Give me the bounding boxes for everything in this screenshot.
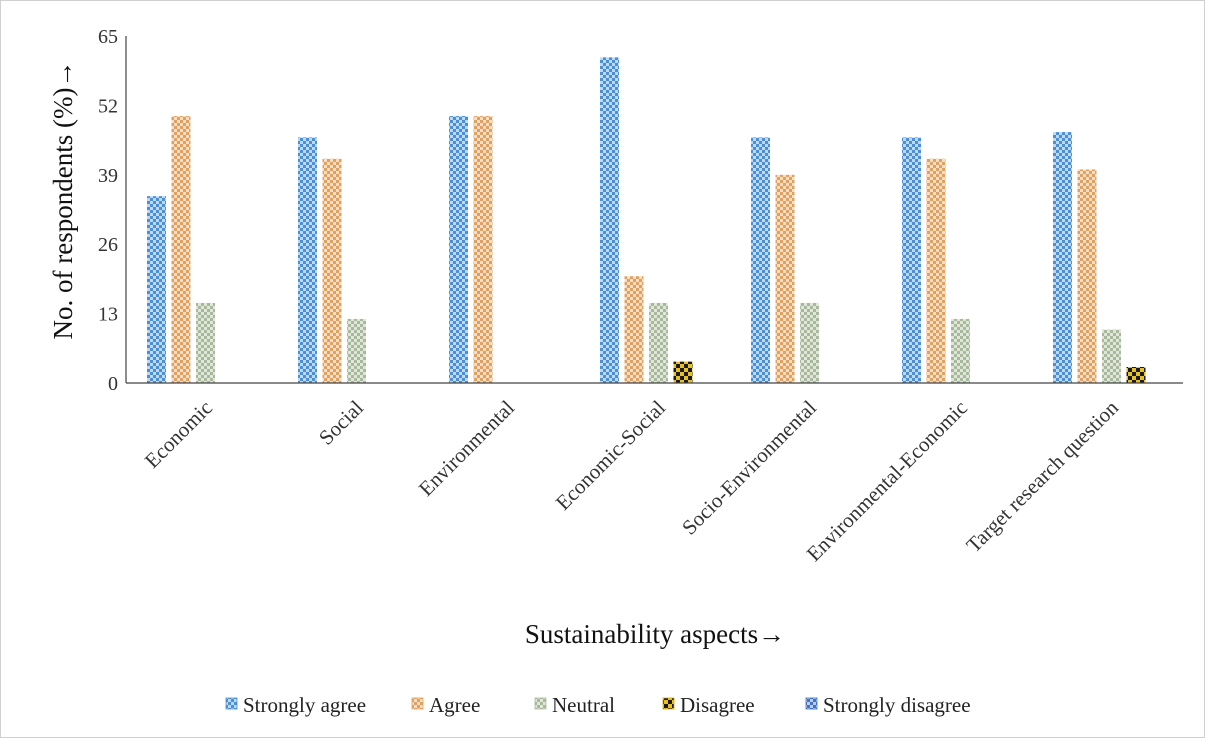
legend-item-strongly-disagree: Strongly disagree: [805, 693, 971, 717]
x-axis-tick-labels: Economic Social Environmental Economic-Soci…: [140, 395, 1124, 566]
bar-agree-environmental-economic: [926, 158, 946, 383]
legend-label-disagree: Disagree: [680, 693, 755, 717]
bar-agree-social: [322, 158, 342, 383]
x-tick-label-environmental-economic: Environmental-Economic: [802, 396, 972, 566]
bar-strongly-agree-environmental: [449, 116, 468, 384]
legend-swatch-disagree: [662, 697, 675, 710]
y-axis-ticks: 0 13 26 39 52 65: [98, 26, 118, 395]
bar-neutral-social: [347, 318, 366, 383]
x-tick-label-social: Social: [314, 395, 368, 449]
bar-agree-economic: [171, 116, 191, 384]
legend-item-agree: Agree: [411, 693, 480, 717]
bar-neutral-economic: [196, 302, 215, 383]
bar-neutral-target-research-question: [1102, 329, 1121, 383]
x-tick-label-socio-environmental: Socio-Environmental: [677, 395, 821, 539]
bar-neutral-environmental-economic: [951, 318, 970, 383]
y-tick-label: 39: [98, 165, 118, 187]
legend-item-disagree: Disagree: [662, 693, 755, 717]
legend-swatch-neutral: [534, 697, 547, 710]
y-tick-label: 26: [98, 234, 118, 256]
y-tick-label: 13: [98, 304, 118, 326]
y-tick-label: 52: [98, 95, 118, 117]
legend-swatch-strongly-agree: [225, 697, 238, 710]
bar-neutral-socio-environmental: [800, 302, 819, 383]
legend-item-strongly-agree: Strongly agree: [225, 693, 366, 717]
bar-strongly-agree-socio-environmental: [751, 137, 770, 383]
x-tick-label-economic-social: Economic-Social: [551, 395, 670, 514]
bar-strongly-agree-economic-social: [600, 57, 619, 383]
legend-swatch-strongly-disagree: [805, 697, 818, 710]
bar-strongly-agree-environmental-economic: [902, 137, 921, 383]
legend-swatch-agree: [411, 697, 424, 710]
bar-disagree-economic-social: [673, 361, 693, 383]
bar-neutral-economic-social: [649, 302, 668, 383]
x-axis-title: Sustainability aspects→: [525, 619, 785, 649]
x-tick-label-economic: Economic: [140, 396, 217, 473]
y-tick-label: 65: [98, 26, 118, 48]
bar-agree-socio-environmental: [775, 174, 795, 383]
bar-strongly-agree-social: [298, 137, 317, 383]
y-axis-title: No. of respondents (%)→: [48, 61, 78, 340]
legend-label-agree: Agree: [429, 693, 480, 717]
x-tick-label-environmental: Environmental: [414, 395, 519, 500]
legend: Strongly agree Agree Neutral Disagree Strong…: [225, 693, 971, 717]
bar-disagree-target-research-question: [1126, 366, 1146, 383]
bar-agree-economic-social: [624, 276, 644, 383]
y-tick-label: 0: [108, 373, 118, 395]
bar-agree-target-research-question: [1077, 169, 1097, 383]
legend-item-neutral: Neutral: [534, 693, 615, 717]
bar-strongly-agree-target-research-question: [1053, 132, 1072, 383]
legend-label-strongly-agree: Strongly agree: [243, 693, 366, 717]
x-tick-label-target-research-question: Target research question: [961, 395, 1123, 557]
bars: [147, 57, 1146, 384]
legend-label-neutral: Neutral: [552, 693, 615, 717]
bar-strongly-agree-economic: [147, 196, 166, 383]
bar-agree-environmental: [473, 116, 493, 384]
legend-label-strongly-disagree: Strongly disagree: [823, 693, 971, 717]
